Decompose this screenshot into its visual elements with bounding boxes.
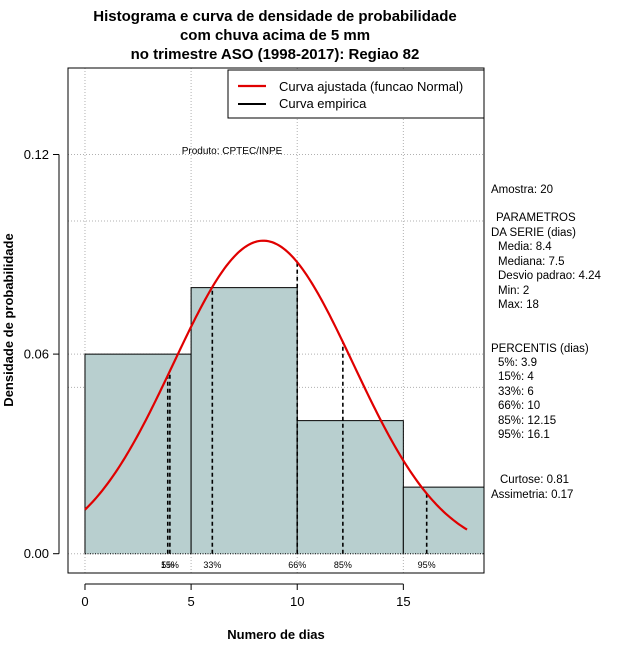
legend-label-empirical: Curva empirica — [279, 96, 367, 111]
percentile-label-3: 66% — [288, 560, 306, 570]
x-tick-label-3: 15 — [396, 594, 410, 609]
pct-85: 85%: 12.15 — [498, 415, 556, 427]
legend: Curva ajustada (funcao Normal) Curva emp… — [227, 69, 485, 119]
stat-kurtosis: Curtose: 0.81 — [500, 474, 569, 486]
percentile-label-0: 5% — [161, 560, 174, 570]
pct-66: 66%: 10 — [498, 400, 540, 412]
y-tick-label-2: 0.12 — [24, 147, 49, 162]
chart-title-line-1: Histograma e curva de densidade de proba… — [93, 8, 456, 25]
y-axis-label: Densidade de probabilidade — [1, 233, 16, 406]
stat-min: Min: 2 — [498, 285, 529, 297]
percentile-label-4: 85% — [334, 560, 352, 570]
percentile-label-2: 33% — [203, 560, 221, 570]
legend-box — [227, 69, 485, 119]
sample-size: Amostra: 20 — [491, 184, 553, 196]
stat-stddev: Desvio padrao: 4.24 — [498, 270, 602, 282]
pct-5: 5%: 3.9 — [498, 357, 537, 369]
chart-title-line-2: com chuva acima de 5 mm — [180, 27, 370, 44]
histogram-bar-2 — [297, 420, 404, 554]
histogram-bar-1 — [191, 287, 298, 554]
percentile-label-5: 95% — [418, 560, 436, 570]
x-tick-label-0: 0 — [81, 594, 88, 609]
stat-median: Mediana: 7.5 — [498, 256, 565, 268]
y-tick-label-0: 0.00 — [24, 546, 49, 561]
axes: 0 5 10 15 0.00 0.06 0.12 — [24, 147, 411, 609]
x-axis-label: Numero de dias — [227, 627, 325, 642]
plot-frame — [67, 67, 485, 574]
stat-skewness: Assimetria: 0.17 — [491, 489, 573, 501]
product-label: Produto: CPTEC/INPE — [182, 146, 283, 157]
stat-mean: Media: 8.4 — [498, 241, 552, 253]
pct-15: 15%: 4 — [498, 371, 534, 383]
x-tick-label-2: 10 — [290, 594, 304, 609]
params-title-2: DA SERIE (dias) — [491, 227, 576, 239]
normal-curve-line — [84, 239, 468, 531]
legend-label-fitted: Curva ajustada (funcao Normal) — [279, 79, 463, 94]
percentiles-title: PERCENTIS (dias) — [491, 343, 589, 355]
normal-curve — [84, 239, 468, 531]
params-title-1: PARAMETROS — [496, 212, 576, 224]
histogram-bar-0 — [84, 354, 192, 554]
stats-panel: Amostra: 20 PARAMETROS DA SERIE (dias) M… — [491, 184, 602, 501]
y-tick-label-1: 0.06 — [24, 347, 49, 362]
percentile-lines: 5%15% 33% 66% 85% 95% — [161, 262, 436, 570]
pct-33: 33%: 6 — [498, 386, 534, 398]
percentile-label-1: 15% — [161, 560, 179, 570]
chart-title-line-3: no trimestre ASO (1998-2017): Regiao 82 — [131, 46, 420, 63]
stat-max: Max: 18 — [498, 299, 539, 311]
histogram-bars — [84, 287, 485, 555]
pct-95: 95%: 16.1 — [498, 429, 550, 441]
histogram-bar-3 — [403, 487, 484, 554]
x-tick-label-1: 5 — [187, 594, 194, 609]
